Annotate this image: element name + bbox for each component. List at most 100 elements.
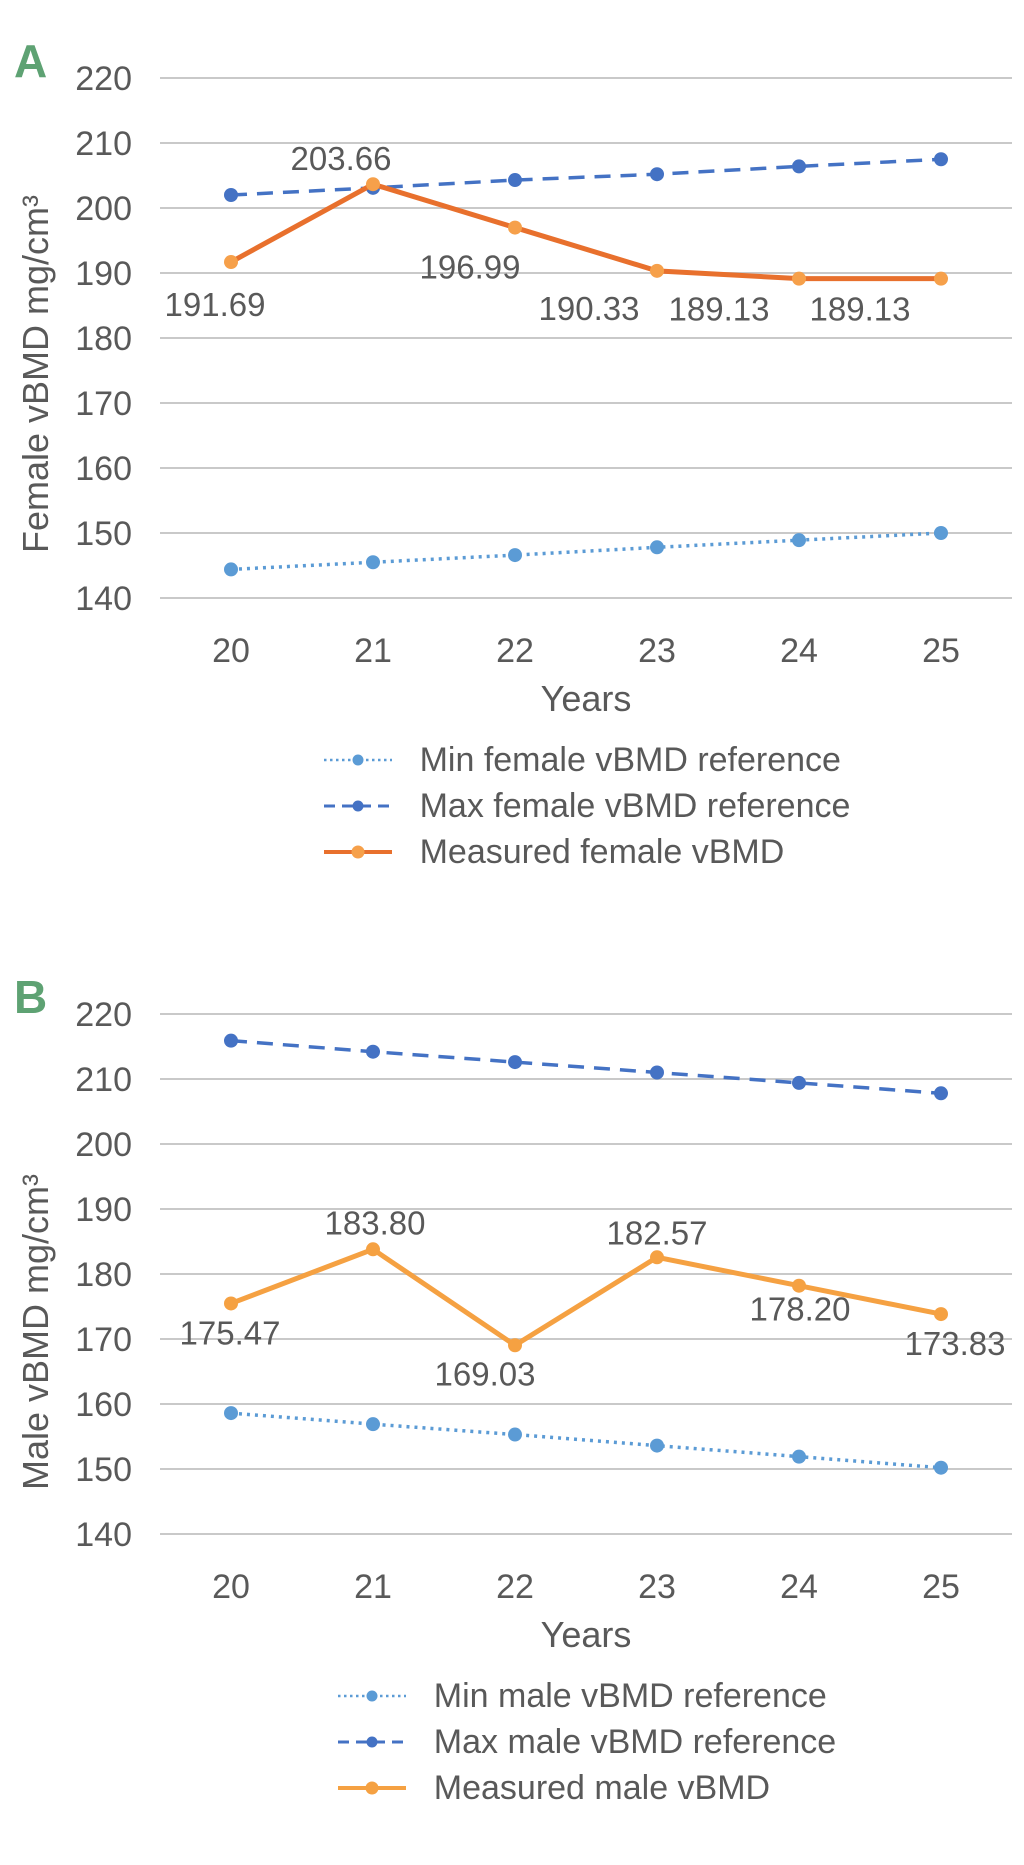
x-tick-label: 20 — [212, 1568, 250, 1606]
data-point-marker — [224, 1406, 238, 1421]
legend-marker — [352, 754, 364, 766]
legend-item: Measured female vBMD — [322, 829, 785, 875]
x-tick-label: 24 — [780, 1568, 818, 1606]
data-point-marker — [366, 555, 380, 570]
x-tick-label: 23 — [638, 1568, 676, 1606]
panel-b-male-chart: B Male vBMD mg/cm³ 220 210 200 190 180 170 160… — [0, 970, 1024, 1865]
x-tick-label: 21 — [354, 1568, 392, 1606]
data-label: 189.13 — [810, 291, 911, 328]
data-label: 203.66 — [291, 140, 392, 177]
data-point-marker — [650, 540, 664, 555]
legend-item: Measured male vBMD — [336, 1765, 770, 1811]
data-point-marker — [792, 159, 806, 174]
y-tick-label: 180 — [75, 320, 132, 358]
y-tick-label: 200 — [75, 1126, 132, 1164]
y-tick-label: 210 — [75, 125, 132, 163]
y-axis-title-male: Male vBMD mg/cm³ — [15, 1173, 56, 1491]
legend-item: Min male vBMD reference — [336, 1673, 827, 1719]
panel-a-female-chart: A Female vBMD mg/cm³ 220 210 200 190 180 170 1… — [0, 34, 1024, 914]
data-label: 173.83 — [905, 1325, 1006, 1362]
y-tick-label: 220 — [75, 996, 132, 1034]
x-axis-title-years-b: Years — [540, 1614, 632, 1655]
x-tick-label: 25 — [922, 632, 960, 670]
data-point-marker — [366, 1242, 380, 1257]
data-point-marker — [224, 1033, 238, 1048]
data-point-marker — [650, 263, 664, 278]
legend-entries: Min female vBMD reference Max female vBMD… — [322, 737, 851, 875]
data-point-marker — [934, 1307, 948, 1322]
data-point-marker — [224, 562, 238, 577]
data-point-marker — [366, 177, 380, 192]
y-tick-label: 140 — [75, 1516, 132, 1554]
data-point-marker — [934, 152, 948, 167]
data-point-marker — [792, 533, 806, 548]
legend-marker — [365, 1781, 379, 1795]
data-point-marker — [508, 173, 522, 188]
legend-female: Min female vBMD reference Max female vBMD… — [160, 737, 1012, 875]
data-label: 178.20 — [750, 1291, 851, 1328]
y-tick-label: 170 — [75, 1321, 132, 1359]
series-line-dashed — [230, 157, 942, 197]
legend-item: Max male vBMD reference — [336, 1719, 836, 1765]
x-tick-label: 21 — [354, 632, 392, 670]
data-point-marker — [650, 167, 664, 182]
data-label: 175.47 — [180, 1314, 281, 1351]
legend-item: Max female vBMD reference — [322, 783, 851, 829]
legend-male: Min male vBMD reference Max male vBMD ref… — [160, 1673, 1012, 1811]
legend-label: Max male vBMD reference — [433, 1723, 837, 1762]
data-label: 190.33 — [539, 290, 640, 327]
data-point-marker — [508, 1055, 522, 1070]
x-tick-label: 25 — [922, 1568, 960, 1606]
x-tick-label: 22 — [496, 632, 534, 670]
legend-label: Max female vBMD reference — [419, 787, 851, 826]
data-point-marker — [792, 1278, 806, 1293]
data-point-marker — [934, 1460, 948, 1475]
data-point-marker — [224, 1296, 238, 1311]
female-vbmd-line-chart: 220 210 200 190 180 170 160 150 140 20 21 22 23 24 25 1… — [75, 60, 1012, 670]
legend-label: Min male vBMD reference — [433, 1677, 827, 1716]
legend-marker — [366, 1736, 378, 1748]
legend-swatch-solid-line-icon — [323, 845, 392, 859]
data-point-marker — [650, 1250, 664, 1265]
series-line-dotted — [230, 531, 942, 572]
legend-label: Measured male vBMD — [433, 1769, 771, 1808]
x-axis-title-years-a: Years — [540, 678, 632, 719]
legend-swatch-dotted-line-icon — [323, 754, 392, 766]
data-point-marker — [366, 1044, 380, 1059]
data-point-marker — [792, 271, 806, 286]
data-point-marker — [934, 271, 948, 286]
series-line-solid — [230, 1246, 942, 1349]
data-point-marker — [650, 1438, 664, 1453]
data-point-marker — [508, 220, 522, 235]
y-tick-label: 150 — [75, 1451, 132, 1489]
y-tick-label: 150 — [75, 515, 132, 553]
data-label: 191.69 — [165, 286, 266, 323]
male-vbmd-line-chart: 220 210 200 190 180 170 160 150 140 20 21 22 23 24 25 1… — [75, 996, 1012, 1606]
y-tick-label: 210 — [75, 1061, 132, 1099]
y-tick-label: 220 — [75, 60, 132, 98]
data-label: 169.03 — [435, 1355, 536, 1392]
x-tick-label: 23 — [638, 632, 676, 670]
series-line-dotted — [230, 1411, 942, 1470]
data-point-marker — [224, 188, 238, 202]
x-tick-label: 20 — [212, 632, 250, 670]
data-point-marker — [508, 1338, 522, 1353]
y-tick-label: 170 — [75, 385, 132, 423]
data-point-marker — [650, 1065, 664, 1080]
legend-marker — [352, 800, 364, 812]
data-label: 182.57 — [607, 1214, 708, 1251]
y-tick-label: 160 — [75, 450, 132, 488]
data-point-marker — [508, 1427, 522, 1442]
panel-b-letter: B — [14, 971, 48, 1023]
data-point-marker — [508, 548, 522, 563]
legend-swatch-dashed-line-icon — [337, 1736, 406, 1748]
data-label: 189.13 — [669, 291, 770, 328]
data-label: 183.80 — [325, 1204, 426, 1241]
y-tick-label: 190 — [75, 1191, 132, 1229]
legend-label: Measured female vBMD — [419, 833, 785, 872]
data-point-marker — [934, 526, 948, 540]
legend-swatch-dashed-line-icon — [323, 800, 392, 812]
data-point-marker — [366, 1417, 380, 1432]
data-point-marker — [792, 1449, 806, 1464]
y-tick-label: 160 — [75, 1386, 132, 1424]
